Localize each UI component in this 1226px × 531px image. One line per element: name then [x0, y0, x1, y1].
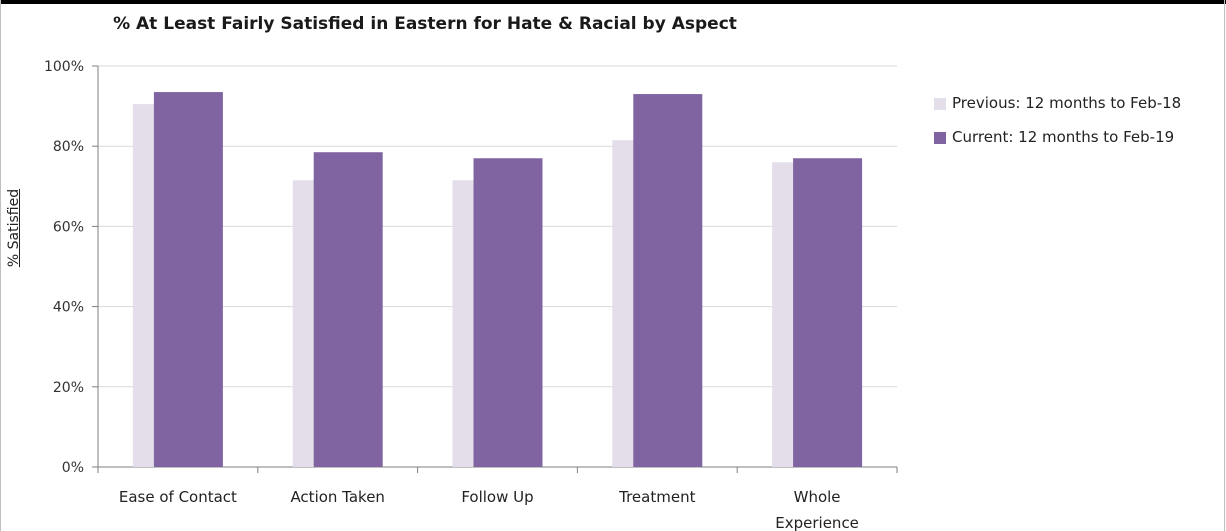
bar-current [313, 152, 383, 467]
x-tick-label: Action Taken [290, 488, 385, 506]
y-tick-label: 20% [53, 380, 84, 396]
right-border [1224, 0, 1225, 531]
x-tick-label: Ease of Contact [119, 488, 237, 506]
chart-title: % At Least Fairly Satisfied in Eastern f… [113, 14, 737, 34]
bar-current [153, 92, 223, 467]
bar-current [633, 94, 703, 467]
y-tick-label: 0% [62, 460, 84, 476]
x-tick-label: Follow Up [461, 488, 533, 506]
y-tick-label: 100% [44, 59, 84, 75]
bar-previous [132, 104, 155, 467]
legend-swatch-previous [934, 98, 946, 110]
legend-label-current: Current: 12 months to Feb-19 [952, 128, 1175, 146]
legend-label-previous: Previous: 12 months to Feb-18 [952, 94, 1182, 112]
y-tick-label: 80% [53, 139, 84, 155]
left-border [0, 0, 1, 531]
top-border [0, 0, 1226, 4]
x-tick-label: Whole [794, 488, 841, 506]
x-tick-label: Experience [775, 514, 859, 531]
bar-previous [452, 180, 475, 467]
bar-current [473, 158, 543, 468]
bar-current [793, 158, 863, 468]
bar-previous [612, 140, 635, 467]
legend-swatch-current [934, 132, 946, 144]
y-tick-label: 60% [53, 219, 84, 235]
y-tick-label: 40% [53, 300, 84, 316]
x-tick-label: Treatment [618, 488, 695, 506]
bar-previous [292, 180, 315, 467]
bar-previous [772, 162, 795, 468]
